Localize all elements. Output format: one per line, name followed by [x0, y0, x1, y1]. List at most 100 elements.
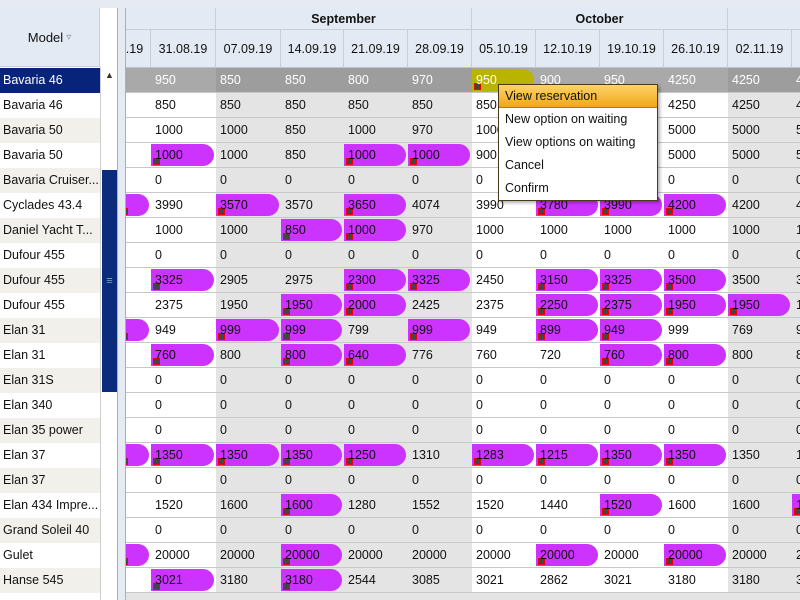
model-row[interactable]: Hanse 545: [0, 568, 100, 593]
price-cell[interactable]: 5: [792, 143, 800, 168]
price-cell[interactable]: 0: [472, 393, 536, 418]
price-cell[interactable]: 0: [151, 418, 216, 443]
price-cell[interactable]: 0: [792, 368, 800, 393]
booking-bar[interactable]: [600, 494, 662, 516]
model-row[interactable]: Elan 37: [3, 448, 46, 462]
price-cell[interactable]: 0: [472, 243, 536, 268]
price-cell[interactable]: 800: [664, 343, 728, 368]
model-row[interactable]: Elan 31: [3, 348, 46, 362]
price-cell[interactable]: 0: [151, 468, 216, 493]
booking-bar[interactable]: [792, 494, 800, 516]
price-cell[interactable]: 1000: [216, 118, 281, 143]
price-cell[interactable]: 0: [281, 518, 344, 543]
price-cell[interactable]: [126, 218, 151, 243]
price-cell[interactable]: 1552: [408, 493, 472, 518]
booking-bar[interactable]: [151, 344, 214, 366]
price-cell[interactable]: 2544: [344, 568, 408, 593]
price-cell[interactable]: 0: [600, 368, 664, 393]
price-cell[interactable]: 1: [792, 293, 800, 318]
booking-bar[interactable]: [151, 569, 214, 591]
price-cell[interactable]: [126, 368, 151, 393]
date-column-header[interactable]: 12.10.19: [536, 30, 600, 68]
price-cell[interactable]: 2450: [472, 268, 536, 293]
scroll-thumb[interactable]: ≡: [102, 170, 117, 392]
price-cell[interactable]: 1000: [151, 118, 216, 143]
price-cell[interactable]: 2375: [151, 293, 216, 318]
price-cell[interactable]: 970: [408, 218, 472, 243]
price-cell[interactable]: 760: [151, 343, 216, 368]
price-cell[interactable]: 1520: [472, 493, 536, 518]
price-cell[interactable]: 0: [281, 243, 344, 268]
price-cell[interactable]: 1000: [216, 143, 281, 168]
booking-bar[interactable]: [151, 269, 214, 291]
booking-bar[interactable]: [281, 494, 342, 516]
price-cell[interactable]: 20000: [536, 543, 600, 568]
date-column-header[interactable]: 19.10.19: [600, 30, 664, 68]
price-cell[interactable]: [126, 568, 151, 593]
price-cell[interactable]: 1350: [664, 443, 728, 468]
price-cell[interactable]: [126, 343, 151, 368]
price-cell[interactable]: 0: [472, 518, 536, 543]
price-cell[interactable]: 2975: [281, 268, 344, 293]
menu-item-confirm[interactable]: Confirm: [505, 181, 549, 195]
price-cell[interactable]: 0: [408, 243, 472, 268]
price-cell[interactable]: 800: [344, 68, 408, 93]
price-cell[interactable]: [126, 443, 151, 468]
booking-bar[interactable]: [536, 544, 598, 566]
price-cell[interactable]: [126, 143, 151, 168]
price-cell[interactable]: [126, 68, 151, 93]
booking-bar[interactable]: [216, 194, 279, 216]
price-cell[interactable]: 850: [216, 68, 281, 93]
price-cell[interactable]: 950: [151, 68, 216, 93]
price-cell[interactable]: 20000: [728, 543, 792, 568]
price-cell[interactable]: 2300: [344, 268, 408, 293]
price-cell[interactable]: 3500: [664, 268, 728, 293]
model-row[interactable]: Gulet: [3, 548, 33, 562]
price-cell[interactable]: 0: [536, 468, 600, 493]
price-cell[interactable]: 760: [600, 343, 664, 368]
booking-bar[interactable]: [281, 344, 342, 366]
model-row[interactable]: Dufour 455: [3, 298, 65, 312]
price-cell[interactable]: 850: [151, 93, 216, 118]
price-cell[interactable]: [126, 518, 151, 543]
price-cell[interactable]: 0: [281, 468, 344, 493]
price-cell[interactable]: 1350: [600, 443, 664, 468]
price-cell[interactable]: 760: [472, 343, 536, 368]
price-cell[interactable]: 1000: [728, 218, 792, 243]
price-cell[interactable]: 2375: [472, 293, 536, 318]
price-cell[interactable]: [126, 468, 151, 493]
booking-bar[interactable]: [126, 194, 149, 216]
price-cell[interactable]: 2862: [536, 568, 600, 593]
price-cell[interactable]: 3180: [728, 568, 792, 593]
price-cell[interactable]: 850: [216, 93, 281, 118]
price-cell[interactable]: 5000: [728, 143, 792, 168]
price-cell[interactable]: 8: [792, 343, 800, 368]
price-cell[interactable]: 2425: [408, 293, 472, 318]
price-cell[interactable]: 4250: [728, 93, 792, 118]
booking-bar[interactable]: [344, 444, 406, 466]
price-cell[interactable]: 3650: [344, 193, 408, 218]
price-cell[interactable]: 5: [792, 118, 800, 143]
price-cell[interactable]: 999: [281, 318, 344, 343]
price-cell[interactable]: 1000: [536, 218, 600, 243]
price-cell[interactable]: 3180: [664, 568, 728, 593]
price-cell[interactable]: [126, 543, 151, 568]
price-cell[interactable]: 1950: [728, 293, 792, 318]
filter-icon[interactable]: ▿: [66, 31, 72, 43]
price-cell[interactable]: 1000: [151, 218, 216, 243]
model-row[interactable]: Daniel Yacht T...: [0, 218, 100, 243]
price-cell[interactable]: [126, 118, 151, 143]
price-cell[interactable]: 776: [408, 343, 472, 368]
price-cell[interactable]: 0: [408, 393, 472, 418]
price-cell[interactable]: 2250: [536, 293, 600, 318]
price-cell[interactable]: 899: [536, 318, 600, 343]
price-cell[interactable]: 0: [344, 418, 408, 443]
price-cell[interactable]: 0: [216, 168, 281, 193]
booking-bar[interactable]: [664, 444, 726, 466]
price-cell[interactable]: 4200: [664, 193, 728, 218]
scroll-up-arrow-icon[interactable]: ▲: [105, 70, 114, 80]
price-cell[interactable]: 3570: [281, 193, 344, 218]
price-cell[interactable]: 20000: [281, 543, 344, 568]
price-cell[interactable]: 1000: [664, 218, 728, 243]
price-cell[interactable]: 0: [536, 368, 600, 393]
